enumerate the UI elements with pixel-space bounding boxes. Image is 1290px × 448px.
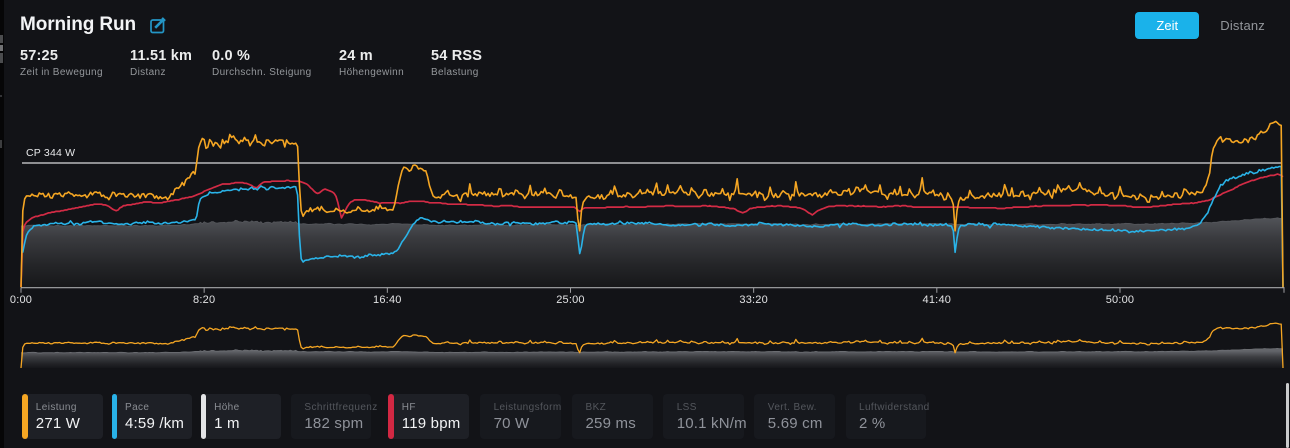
mini-elevation-line: [20, 347, 1284, 354]
clipped-glyph-fragment: [0, 53, 3, 63]
metric-label: LSS: [676, 401, 697, 413]
summary-stat: 11.51 km Distanz: [130, 49, 192, 78]
summary-stat: 54 RSS Belastung: [431, 49, 482, 78]
metric-card-luftwiderstand[interactable]: Luftwiderstand 2 %: [845, 394, 930, 439]
power-line: [20, 120, 1284, 288]
metric-card-leistungsform[interactable]: Leistungsform 70 W: [480, 394, 561, 439]
metric-label: Leistungsform: [493, 401, 562, 413]
edit-activity-button[interactable]: [149, 15, 168, 34]
metric-value: 1 m: [214, 414, 240, 432]
summary-stat: 0.0 % Durchschn. Steigung: [212, 49, 311, 78]
metric-card-lss[interactable]: LSS 10.1 kN/m: [663, 394, 747, 439]
x-axis-tick-label: 25:00: [556, 294, 585, 306]
toggle-zeit-button[interactable]: Zeit: [1135, 12, 1200, 39]
metric-label: Schrittfrequenz: [304, 401, 378, 413]
x-axis-tick-label: 41:40: [922, 294, 952, 306]
mini-power-line: [20, 322, 1284, 369]
clipped-glyph-fragment: [0, 35, 3, 43]
metric-value: 10.1 kN/m: [676, 414, 747, 432]
stat-value: 54 RSS: [431, 48, 483, 64]
summary-stats-row: 57:25 Zeit in Bewegung 11.51 km Distanz 0.0 …: [0, 49, 900, 79]
toggle-distanz-button[interactable]: Distanz: [1220, 18, 1265, 33]
summary-stat: 24 m Höhengewinn: [339, 49, 404, 78]
metric-card-schrittfrequenz[interactable]: Schrittfrequenz 182 spm: [290, 394, 377, 439]
stat-label: Höhengewinn: [339, 66, 405, 78]
metric-value: 4:59 /km: [125, 414, 185, 432]
metric-card-vert-bew-[interactable]: Vert. Bew. 5.69 cm: [754, 394, 835, 439]
stat-label: Belastung: [431, 66, 479, 78]
pace-line: [21, 165, 1284, 287]
edit-in-square-icon: [150, 17, 166, 34]
x-axis-tick-label: 33:20: [739, 294, 768, 306]
metric-accent-bar: [200, 394, 207, 439]
metric-label: Höhe: [214, 401, 240, 413]
x-axis-tick-label: 16:40: [373, 294, 402, 306]
stat-label: Zeit in Bewegung: [20, 66, 103, 78]
mini-elevation-area: [21, 348, 1283, 368]
metric-accent-bar: [111, 394, 117, 439]
page-title: Morning Run: [20, 14, 137, 35]
metric-card-bkz[interactable]: BKZ 259 ms: [572, 394, 653, 439]
stat-value: 24 m: [339, 48, 373, 64]
metric-card-hf[interactable]: HF 119 bpm: [388, 394, 469, 439]
metric-value: 259 ms: [585, 414, 636, 432]
x-axis-tick-label: 0:00: [9, 294, 33, 306]
metric-label: Luftwiderstand: [859, 401, 930, 413]
x-axis-mode-toggle: Zeit Distanz: [1135, 12, 1265, 39]
stat-label: Distanz: [130, 66, 166, 78]
metric-label: HF: [401, 401, 416, 413]
stat-value: 57:25: [20, 48, 59, 64]
metric-card-leistung[interactable]: Leistung 271 W: [22, 394, 103, 439]
clipped-glyph-fragment: [0, 45, 3, 51]
x-axis-tick-label: 8:20: [193, 294, 216, 306]
clipped-left-edge: [0, 0, 4, 448]
metric-value: 2 %: [859, 414, 886, 432]
metric-label: Leistung: [35, 401, 77, 413]
metric-card-h-he[interactable]: Höhe 1 m: [200, 394, 282, 439]
metric-value: 271 W: [35, 414, 81, 432]
summary-stat: 57:25 Zeit in Bewegung: [20, 49, 103, 78]
vertical-scrollbar-thumb[interactable]: [1285, 383, 1289, 448]
metric-value: 182 spm: [304, 414, 364, 432]
clipped-glyph-fragment: [0, 140, 2, 148]
main-chart[interactable]: [20, 120, 1285, 293]
metric-value: 5.69 cm: [767, 414, 823, 432]
heart-rate-line: [20, 173, 1284, 288]
clipped-glyph-fragment: [0, 95, 2, 97]
stat-label: Durchschn. Steigung: [212, 66, 312, 78]
stat-value: 0.0 %: [212, 48, 251, 64]
metric-label: Vert. Bew.: [767, 401, 817, 413]
elevation-area: [21, 217, 1283, 288]
critical-power-label: CP 344 W: [26, 147, 76, 159]
metric-label: BKZ: [585, 401, 607, 413]
stat-value: 11.51 km: [130, 48, 193, 64]
metric-accent-bar: [22, 394, 28, 439]
metric-accent-bar: [388, 394, 394, 439]
x-axis-tick-label: 50:00: [1105, 294, 1135, 306]
metric-value: 119 bpm: [401, 414, 461, 432]
metric-card-pace[interactable]: Pace 4:59 /km: [111, 394, 192, 439]
metric-label: Pace: [125, 401, 150, 413]
overview-mini-chart[interactable]: [20, 322, 1284, 369]
metric-value: 70 W: [493, 414, 530, 432]
